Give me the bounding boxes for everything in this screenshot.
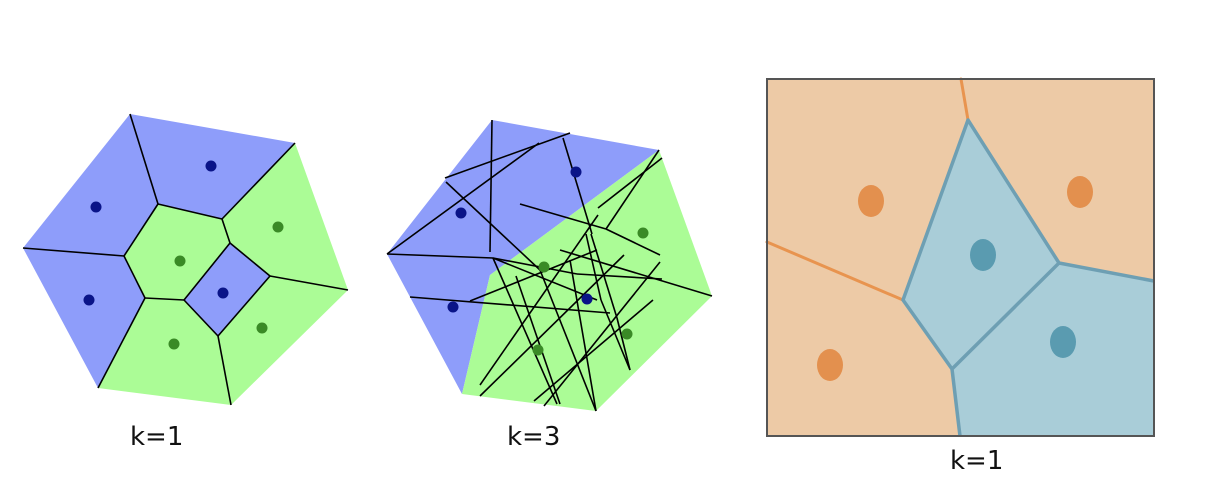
sample-points <box>817 176 1093 381</box>
voronoi-panel-k1-hexagon <box>22 113 349 406</box>
point-green <box>272 221 284 233</box>
point-blue <box>83 294 95 306</box>
voronoi-edges <box>22 113 349 406</box>
point-blue <box>570 166 582 178</box>
panel-caption-2: k=3 <box>507 422 561 452</box>
point-green <box>538 261 550 273</box>
orange-boundaries <box>765 77 970 302</box>
point-green <box>532 344 544 356</box>
region-green-center <box>124 204 230 300</box>
point-blue <box>581 293 593 305</box>
region-blue <box>387 120 659 394</box>
sample-points <box>447 166 649 356</box>
point-green <box>168 338 180 350</box>
point-blue <box>217 287 229 299</box>
point-teal <box>1050 326 1076 358</box>
region-green-bottom-right <box>218 276 348 405</box>
point-orange <box>858 185 884 217</box>
region-blue-left-upper <box>23 114 158 256</box>
sample-points <box>83 160 284 350</box>
panel-frame <box>766 78 1155 437</box>
region-green-right <box>222 143 348 290</box>
voronoi-panel-k1-square <box>765 77 1155 437</box>
voronoi-edges <box>386 119 713 412</box>
teal-boundary <box>901 118 1155 437</box>
point-blue <box>205 160 217 172</box>
point-orange <box>1067 176 1093 208</box>
point-green <box>621 328 633 340</box>
point-teal <box>970 239 996 271</box>
region-blue-left-lower <box>23 248 145 388</box>
voronoi-panel-k3-hexagon <box>386 119 713 412</box>
point-blue <box>455 207 467 219</box>
point-green <box>174 255 186 267</box>
point-blue <box>447 301 459 313</box>
panel-caption-3: k=1 <box>950 446 1004 476</box>
point-blue <box>90 201 102 213</box>
point-green <box>637 227 649 239</box>
panel-caption-1: k=1 <box>130 422 184 452</box>
point-green <box>256 322 268 334</box>
point-orange <box>817 349 843 381</box>
region-green <box>462 150 712 411</box>
